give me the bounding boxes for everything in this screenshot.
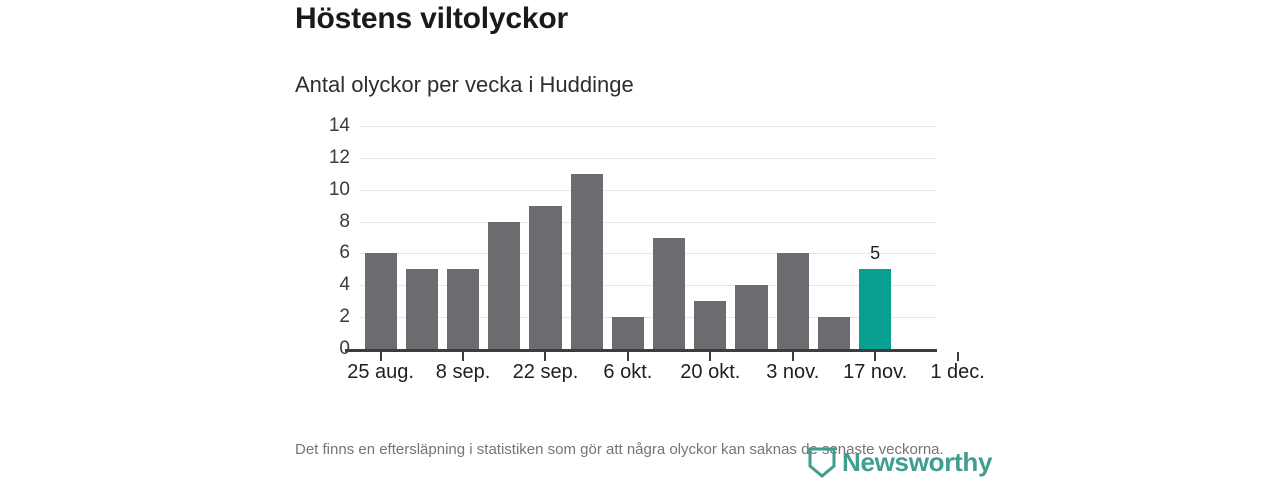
gridline bbox=[360, 285, 937, 287]
y-axis-tick-label: 0 bbox=[339, 338, 350, 360]
y-axis-tick-label: 8 bbox=[339, 210, 350, 232]
x-axis-tick bbox=[874, 352, 877, 361]
bar[interactable] bbox=[694, 301, 727, 349]
bar-value-label: 5 bbox=[870, 243, 881, 264]
bar[interactable] bbox=[859, 269, 892, 349]
x-axis-ticks bbox=[360, 352, 959, 361]
x-axis-tick bbox=[462, 352, 465, 361]
bar[interactable] bbox=[405, 269, 438, 349]
x-axis-tick-label: 22 sep. bbox=[512, 361, 579, 383]
x-axis-tick bbox=[956, 352, 959, 361]
x-axis-line bbox=[345, 349, 937, 352]
bar[interactable] bbox=[364, 253, 397, 349]
logo-wordmark: Newsworthy bbox=[842, 447, 993, 477]
x-axis-tick-label: 3 nov. bbox=[766, 361, 820, 383]
y-axis-tick-labels: 0 2 4 6 8 10 12 14 bbox=[300, 115, 350, 359]
y-axis-tick-label: 6 bbox=[339, 242, 350, 264]
bars-layer: 5 bbox=[360, 126, 937, 349]
bar[interactable] bbox=[446, 269, 480, 349]
y-axis-tick-label: 14 bbox=[328, 115, 350, 136]
x-axis-tick bbox=[626, 352, 629, 361]
gridline bbox=[360, 189, 937, 191]
gridline bbox=[360, 126, 937, 127]
x-axis-tick-label: 17 nov. bbox=[843, 361, 908, 383]
x-axis-tick bbox=[709, 352, 712, 361]
x-axis-tick bbox=[791, 352, 794, 361]
gridline bbox=[360, 253, 937, 255]
bar[interactable] bbox=[735, 285, 768, 349]
bar[interactable] bbox=[817, 317, 851, 349]
bar[interactable] bbox=[488, 221, 521, 349]
x-axis-tick-labels: 25 aug. 8 sep. 22 sep. 6 okt. 20 okt. 3 nov. 1… bbox=[347, 361, 985, 391]
bar[interactable] bbox=[611, 317, 644, 349]
gridline bbox=[360, 221, 937, 223]
chart-subtitle: Antal olyckor per vecka i Huddinge bbox=[295, 72, 634, 97]
plot-area: 5 bbox=[360, 126, 937, 349]
page-title: Höstens viltolyckor bbox=[295, 2, 568, 35]
gridline bbox=[360, 317, 937, 319]
bar[interactable] bbox=[776, 253, 809, 349]
bar-chart-shield-icon bbox=[808, 447, 836, 478]
gridline bbox=[360, 157, 937, 159]
y-axis-tick-label: 10 bbox=[328, 178, 350, 200]
y-axis-tick-label: 2 bbox=[339, 306, 350, 328]
x-axis-tick-label: 20 okt. bbox=[680, 361, 741, 383]
newsworthy-logo[interactable]: Newsworthy bbox=[808, 447, 992, 478]
y-axis-tick-label: 12 bbox=[328, 146, 350, 168]
x-axis-tick bbox=[544, 352, 547, 361]
x-axis-tick-label: 1 dec. bbox=[930, 361, 985, 383]
bar[interactable] bbox=[529, 205, 562, 349]
chart-footnote: Det finns en eftersläpning i statistiken… bbox=[295, 441, 944, 458]
bar[interactable] bbox=[570, 173, 603, 349]
y-axis-tick-label: 4 bbox=[339, 274, 350, 296]
x-axis-tick bbox=[379, 352, 382, 361]
x-axis-tick-label: 8 sep. bbox=[435, 361, 491, 383]
x-axis-tick-label: 25 aug. bbox=[347, 361, 414, 383]
bar[interactable] bbox=[653, 237, 686, 349]
x-axis-tick-label: 6 okt. bbox=[603, 361, 653, 383]
gridlines bbox=[360, 126, 937, 349]
